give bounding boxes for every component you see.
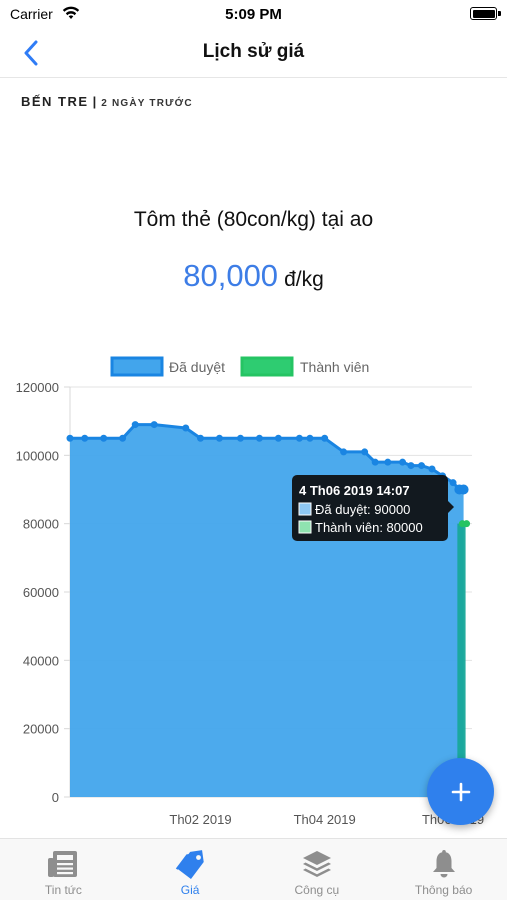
tooltip-swatch bbox=[298, 520, 312, 534]
y-tick-label: 0 bbox=[52, 790, 59, 805]
data-point bbox=[215, 434, 223, 442]
tab-label: Giá bbox=[180, 883, 200, 897]
tooltip-line: Đã duyệt: 90000 bbox=[315, 502, 410, 517]
meta-separator: | bbox=[92, 94, 98, 109]
data-point bbox=[458, 484, 469, 495]
y-tick-label: 100000 bbox=[16, 448, 59, 463]
data-point bbox=[100, 434, 108, 442]
data-point bbox=[255, 434, 263, 442]
status-bar: Carrier 5:09 PM bbox=[0, 0, 507, 28]
add-price-button[interactable] bbox=[427, 758, 494, 825]
layers-icon bbox=[300, 848, 334, 880]
data-point bbox=[449, 479, 457, 487]
wifi-icon bbox=[62, 6, 80, 19]
price-display: 80,000 đ/kg bbox=[0, 258, 507, 294]
data-point bbox=[274, 434, 282, 442]
y-tick-label: 60000 bbox=[23, 585, 59, 600]
data-point bbox=[361, 448, 369, 456]
tab-bar: Tin tức Giá Công cụ bbox=[0, 838, 507, 900]
location-meta: BẾN TRE | 2 NGÀY TRƯỚC bbox=[21, 94, 193, 109]
legend-swatch bbox=[110, 356, 164, 377]
data-point bbox=[384, 458, 392, 466]
tab-label: Thông báo bbox=[414, 883, 473, 897]
data-point bbox=[81, 434, 89, 442]
tab-notifications[interactable]: Thông báo bbox=[380, 839, 507, 900]
tab-price[interactable]: Giá bbox=[127, 839, 254, 900]
tooltip-caret bbox=[448, 501, 454, 513]
data-point bbox=[399, 458, 407, 466]
data-point bbox=[407, 462, 415, 470]
tab-label: Công cụ bbox=[294, 883, 340, 897]
x-tick-label: Th02 2019 bbox=[169, 812, 231, 827]
price-value: 80,000 bbox=[183, 258, 279, 293]
data-point bbox=[321, 434, 329, 442]
data-point bbox=[150, 421, 158, 429]
tab-tools[interactable]: Công cụ bbox=[254, 839, 381, 900]
data-point bbox=[295, 434, 303, 442]
product-name: Tôm thẻ (80con/kg) tại ao bbox=[133, 208, 374, 231]
data-point bbox=[66, 434, 74, 442]
data-point bbox=[306, 434, 314, 442]
data-point bbox=[182, 424, 190, 432]
tab-news[interactable]: Tin tức bbox=[0, 839, 127, 900]
x-tick-label: Th04 2019 bbox=[294, 812, 356, 827]
data-point bbox=[236, 434, 244, 442]
battery-icon bbox=[470, 7, 501, 20]
legend-label: Đã duyệt bbox=[169, 359, 225, 375]
legend-swatch bbox=[240, 356, 294, 377]
series-area-thanh-vien bbox=[457, 523, 466, 797]
tooltip-line: Thành viên: 80000 bbox=[315, 520, 423, 535]
back-button[interactable] bbox=[14, 36, 48, 70]
y-tick-label: 120000 bbox=[16, 380, 59, 395]
bell-icon bbox=[427, 848, 461, 880]
newspaper-icon bbox=[46, 848, 80, 880]
data-point bbox=[371, 458, 379, 466]
price-tag-icon bbox=[173, 848, 207, 880]
data-point bbox=[428, 465, 436, 473]
data-point-thanh-vien bbox=[463, 520, 471, 528]
clock: 5:09 PM bbox=[225, 6, 282, 23]
price-unit: đ/kg bbox=[284, 268, 324, 291]
data-point bbox=[119, 434, 127, 442]
location-label: BẾN TRE bbox=[21, 94, 89, 109]
data-point bbox=[340, 448, 348, 456]
tooltip-box bbox=[292, 475, 448, 541]
price-history-chart[interactable]: Đã duyệt Thành viên 0 20000 40000 60000 80000 1… bbox=[0, 345, 507, 835]
y-tick-label: 80000 bbox=[23, 517, 59, 532]
plus-icon bbox=[451, 782, 470, 801]
carrier-label: Carrier bbox=[10, 6, 53, 22]
y-tick-label: 40000 bbox=[23, 653, 59, 668]
tab-label: Tin tức bbox=[44, 883, 82, 897]
navigation-bar: Lịch sử giá bbox=[0, 28, 507, 78]
time-ago-label: 2 NGÀY TRƯỚC bbox=[101, 98, 193, 109]
tooltip-swatch bbox=[298, 502, 312, 516]
y-tick-label: 20000 bbox=[23, 722, 59, 737]
data-point bbox=[131, 421, 139, 429]
tooltip-title: 4 Th06 2019 14:07 bbox=[299, 483, 410, 498]
data-point bbox=[417, 462, 425, 470]
data-point bbox=[196, 434, 204, 442]
page-title: Lịch sử giá bbox=[202, 41, 305, 62]
chevron-left-icon bbox=[24, 40, 38, 66]
legend-label: Thành viên bbox=[300, 359, 369, 375]
